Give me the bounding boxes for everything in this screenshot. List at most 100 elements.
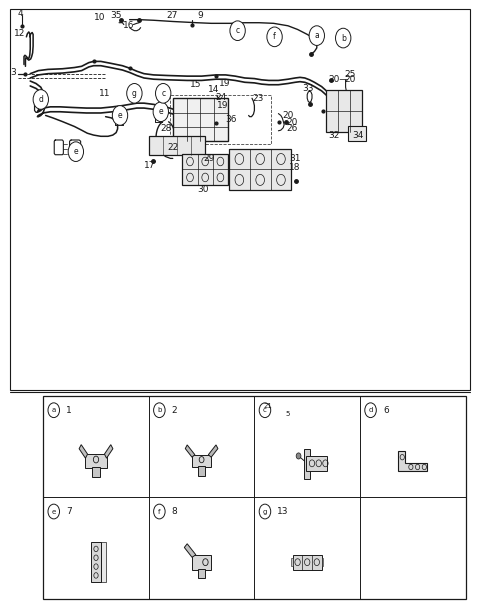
Text: 7: 7	[66, 507, 72, 516]
Text: 20: 20	[286, 119, 298, 127]
Circle shape	[154, 504, 165, 519]
Text: 16: 16	[123, 21, 134, 30]
Polygon shape	[184, 544, 196, 558]
Text: 2: 2	[172, 406, 178, 414]
Circle shape	[48, 504, 60, 519]
Bar	[192, 455, 211, 467]
Text: a: a	[314, 31, 319, 40]
Text: 8: 8	[172, 507, 178, 516]
Text: e: e	[118, 111, 122, 120]
Text: 19: 19	[219, 79, 230, 88]
Text: f: f	[273, 33, 276, 41]
Text: e: e	[52, 508, 56, 515]
Bar	[10, 9, 470, 390]
Circle shape	[153, 102, 168, 122]
Text: 24: 24	[215, 93, 227, 101]
Bar	[293, 555, 322, 570]
Bar	[306, 456, 327, 471]
Text: g: g	[132, 89, 137, 98]
Polygon shape	[185, 445, 195, 457]
Circle shape	[230, 21, 245, 41]
Text: g: g	[263, 508, 267, 515]
Text: 34: 34	[352, 131, 363, 139]
Text: 20: 20	[282, 111, 294, 120]
Text: b: b	[341, 34, 346, 42]
Text: c: c	[161, 89, 165, 98]
Bar	[101, 542, 107, 582]
Text: 13: 13	[277, 507, 289, 516]
Text: 26: 26	[286, 125, 298, 133]
Text: 5: 5	[286, 411, 290, 418]
Circle shape	[68, 142, 84, 161]
Text: 21: 21	[263, 403, 272, 409]
Text: 20: 20	[345, 76, 356, 84]
Circle shape	[267, 27, 282, 47]
Text: 11: 11	[99, 89, 110, 98]
Text: 31: 31	[289, 154, 300, 163]
Bar	[192, 555, 211, 570]
Text: a: a	[52, 407, 56, 413]
Text: e: e	[158, 107, 163, 116]
Text: 29: 29	[204, 154, 215, 163]
Text: 18: 18	[289, 163, 300, 171]
Bar	[229, 149, 291, 190]
Bar	[326, 90, 362, 132]
Text: 15: 15	[190, 80, 202, 89]
Text: d: d	[38, 95, 43, 104]
Bar	[170, 95, 271, 144]
Text: 25: 25	[345, 71, 356, 79]
Circle shape	[296, 453, 301, 459]
Polygon shape	[105, 445, 113, 458]
Text: 4: 4	[18, 9, 24, 18]
Text: 10: 10	[94, 14, 106, 22]
Text: 20—: 20—	[329, 76, 349, 84]
Circle shape	[112, 106, 128, 125]
Text: c: c	[263, 407, 267, 413]
Circle shape	[259, 403, 271, 418]
Bar	[182, 154, 228, 185]
Text: 14: 14	[208, 85, 219, 94]
Bar	[92, 467, 100, 477]
Text: b: b	[157, 407, 162, 413]
Text: 3: 3	[10, 68, 16, 77]
Circle shape	[33, 90, 48, 109]
Text: 30: 30	[197, 185, 208, 193]
Text: e: e	[73, 147, 78, 156]
Polygon shape	[208, 445, 218, 457]
Bar	[198, 467, 205, 476]
Text: 27: 27	[166, 11, 178, 20]
Text: 22: 22	[167, 143, 179, 152]
Text: 19: 19	[217, 101, 229, 110]
Bar	[85, 454, 107, 468]
Bar	[322, 559, 323, 566]
Text: 36: 36	[226, 115, 237, 124]
Circle shape	[156, 84, 171, 103]
Text: 1: 1	[66, 406, 72, 414]
Polygon shape	[79, 445, 87, 458]
Text: 9: 9	[198, 11, 204, 20]
Text: 17: 17	[144, 161, 156, 170]
Text: 12: 12	[13, 29, 25, 38]
Bar	[291, 559, 293, 566]
Circle shape	[336, 28, 351, 48]
Circle shape	[154, 403, 165, 418]
Text: f: f	[158, 508, 161, 515]
Text: 33: 33	[302, 84, 314, 93]
Text: 23: 23	[252, 94, 264, 103]
Bar	[43, 396, 466, 599]
Text: 32: 32	[328, 131, 339, 139]
Circle shape	[309, 26, 324, 45]
Text: c: c	[236, 26, 240, 35]
Circle shape	[365, 403, 376, 418]
Circle shape	[259, 504, 271, 519]
Bar	[91, 542, 101, 582]
Bar	[173, 98, 228, 141]
Bar	[149, 136, 205, 155]
Text: 35: 35	[110, 11, 122, 20]
Polygon shape	[398, 451, 427, 471]
Bar	[348, 126, 366, 141]
Text: 28: 28	[160, 125, 171, 133]
Bar	[304, 449, 310, 480]
Bar	[198, 569, 205, 578]
Circle shape	[127, 84, 142, 103]
